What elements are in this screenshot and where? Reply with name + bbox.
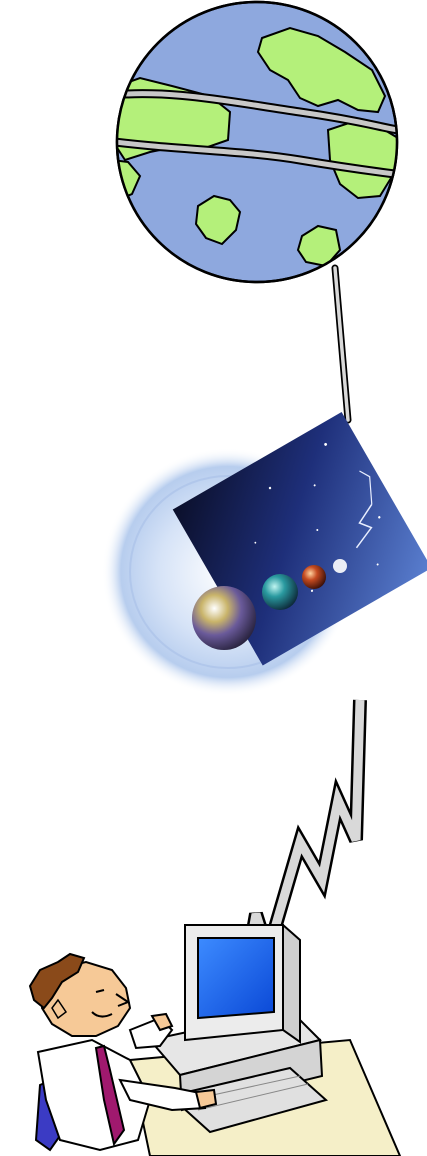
red-sphere [302,565,326,589]
connection-line-bottom [239,699,367,977]
keyboard [167,1066,329,1134]
computer [148,922,329,1134]
multicolor-sphere [192,586,256,650]
screen [197,937,275,1020]
teal-sphere [262,574,298,610]
connection-line-top [331,264,352,424]
hand [194,1088,218,1110]
globe-land [117,26,397,268]
hair [28,952,86,1010]
tie [94,1044,126,1147]
globe [115,0,399,284]
cosmic-graphic [102,412,427,696]
person [28,952,218,1152]
